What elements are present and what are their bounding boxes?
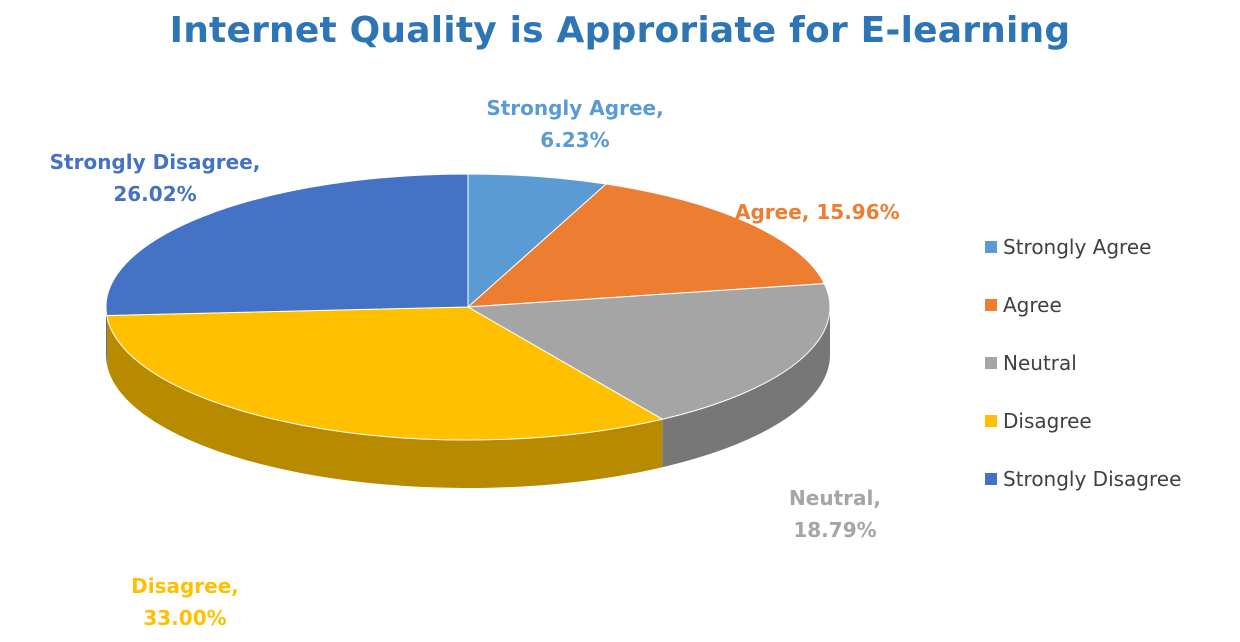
pie-slice-agree [466,183,826,308]
pie-side-disagree [106,315,663,488]
data-label-strongly-agree-value: 6.23% [540,128,610,152]
data-label-neutral-name: Neutral, [789,486,881,510]
data-label-neutral-value: 18.79% [793,518,877,542]
legend-item-strongly-agree: Strongly Agree [985,218,1181,276]
data-label-neutral: Neutral, 18.79% [765,482,905,546]
data-label-disagree: Disagree, 33.00% [100,570,270,634]
pie-slice-neutral [466,283,831,420]
legend: Strongly Agree Agree Neutral Disagree St… [985,218,1181,508]
legend-item-agree: Agree [985,276,1181,334]
legend-item-neutral: Neutral [985,334,1181,392]
legend-item-strongly-disagree: Strongly Disagree [985,450,1181,508]
pie-slices [105,173,831,441]
pie-side-neutral [662,307,830,468]
data-label-agree-name: Agree, [735,200,810,224]
pie-slice-strongly-agree [467,173,608,309]
legend-label-disagree: Disagree [1003,409,1092,433]
data-label-strongly-disagree-value: 26.02% [113,182,197,206]
pie-side-strongly-disagree [106,307,107,364]
data-label-strongly-disagree: Strongly Disagree, 26.02% [0,146,310,210]
legend-swatch-strongly-agree [985,241,997,253]
data-label-disagree-name: Disagree, [131,574,239,598]
data-label-strongly-agree-name: Strongly Agree, [486,96,664,120]
data-label-agree-value: 15.96% [816,200,900,224]
pie-3d-sides [106,307,830,488]
data-label-strongly-disagree-name: Strongly Disagree, [49,150,261,174]
data-label-strongly-agree: Strongly Agree, 6.23% [460,92,690,156]
legend-label-strongly-disagree: Strongly Disagree [1003,467,1182,491]
legend-item-disagree: Disagree [985,392,1181,450]
legend-swatch-neutral [985,357,997,369]
pie-slice-disagree [106,306,664,441]
data-label-agree-text: Agree, 15.96% [735,200,900,224]
legend-label-strongly-agree: Strongly Agree [1003,235,1152,259]
chart-title: Internet Quality is Approriate for E-lea… [169,10,1071,51]
legend-swatch-agree [985,299,997,311]
data-label-disagree-value: 33.00% [143,606,227,630]
legend-label-neutral: Neutral [1003,351,1077,375]
pie-slice-strongly-disagree [105,173,469,317]
legend-swatch-disagree [985,415,997,427]
data-label-agree: Agree, 15.96% [735,196,900,228]
legend-swatch-strongly-disagree [985,473,997,485]
legend-label-agree: Agree [1003,293,1062,317]
